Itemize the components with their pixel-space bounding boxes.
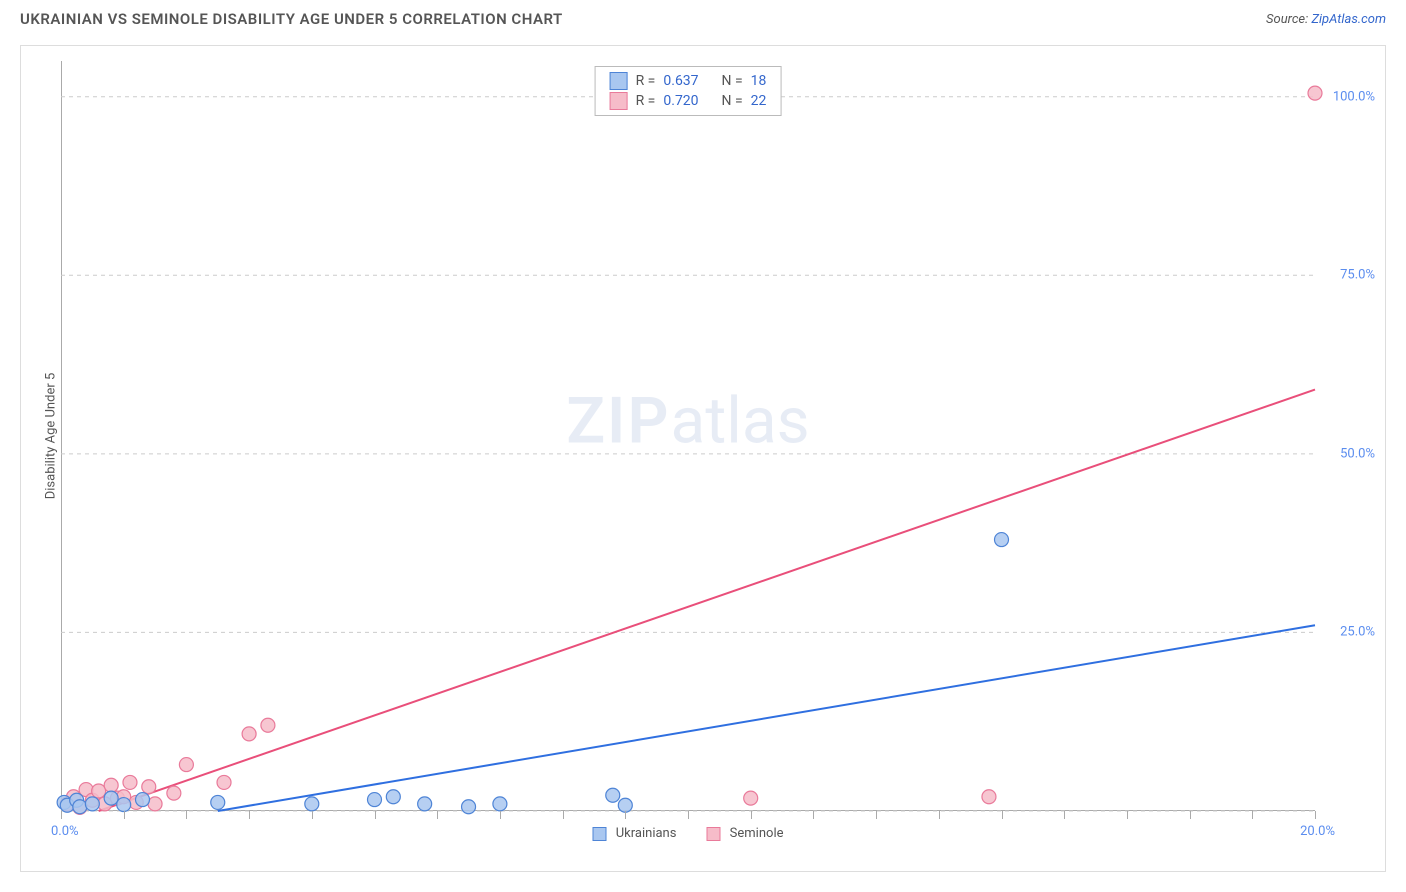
- plot-svg: [61, 61, 1315, 811]
- y-tick-label: 50.0%: [1340, 446, 1375, 461]
- stats-row-ukrainians: R = 0.637 N = 18: [610, 71, 767, 91]
- x-tick: [186, 811, 187, 819]
- x-tick: [500, 811, 501, 819]
- legend-item-ukrainians: Ukrainians: [593, 826, 677, 841]
- x-tick-label-min: 0.0%: [51, 824, 79, 839]
- x-tick: [1127, 811, 1128, 819]
- x-tick: [625, 811, 626, 819]
- source-attribution: Source: ZipAtlas.com: [1266, 12, 1386, 27]
- stats-R-label: R =: [636, 73, 656, 89]
- y-tick-label: 100.0%: [1333, 89, 1375, 104]
- y-tick-label: 25.0%: [1340, 625, 1375, 640]
- legend-label-ukrainians: Ukrainians: [616, 826, 677, 841]
- x-tick: [939, 811, 940, 819]
- x-tick: [124, 811, 125, 819]
- bottom-legend: Ukrainians Seminole: [593, 826, 784, 841]
- chart-container: Disability Age Under 5 ZIPatlas 0.0% 20.…: [20, 45, 1386, 872]
- stats-N-seminole: 22: [751, 93, 767, 109]
- x-tick: [437, 811, 438, 819]
- y-axis-label: Disability Age Under 5: [44, 373, 59, 500]
- x-tick: [375, 811, 376, 819]
- x-tick: [61, 811, 62, 819]
- x-tick: [751, 811, 752, 819]
- stats-R-seminole: 0.720: [663, 93, 698, 109]
- stats-row-seminole: R = 0.720 N = 22: [610, 91, 767, 111]
- source-label: Source:: [1266, 12, 1308, 27]
- stats-legend-box: R = 0.637 N = 18 R = 0.720 N = 22: [595, 66, 782, 116]
- stats-N-ukrainians: 18: [751, 73, 767, 89]
- x-tick: [876, 811, 877, 819]
- x-tick: [1002, 811, 1003, 819]
- x-tick: [813, 811, 814, 819]
- swatch-seminole: [610, 92, 628, 110]
- swatch-ukrainians: [610, 72, 628, 90]
- legend-item-seminole: Seminole: [706, 826, 783, 841]
- stats-N-label: N =: [722, 73, 743, 89]
- source-link[interactable]: ZipAtlas.com: [1311, 12, 1386, 27]
- swatch-seminole-icon: [706, 827, 720, 841]
- plot-area: Disability Age Under 5 ZIPatlas 0.0% 20.…: [61, 61, 1315, 811]
- stats-N-label: N =: [722, 93, 743, 109]
- chart-title: UKRAINIAN VS SEMINOLE DISABILITY AGE UND…: [20, 10, 563, 28]
- x-tick: [1252, 811, 1253, 819]
- legend-label-seminole: Seminole: [730, 826, 784, 841]
- x-tick-label-max: 20.0%: [1300, 824, 1335, 839]
- x-tick: [312, 811, 313, 819]
- x-tick: [249, 811, 250, 819]
- y-tick-label: 75.0%: [1340, 268, 1375, 283]
- x-tick: [1064, 811, 1065, 819]
- swatch-ukrainians-icon: [593, 827, 607, 841]
- stats-R-label: R =: [636, 93, 656, 109]
- x-tick: [1190, 811, 1191, 819]
- x-tick: [563, 811, 564, 819]
- x-tick: [688, 811, 689, 819]
- stats-R-ukrainians: 0.637: [663, 73, 698, 89]
- x-tick: [1315, 811, 1316, 819]
